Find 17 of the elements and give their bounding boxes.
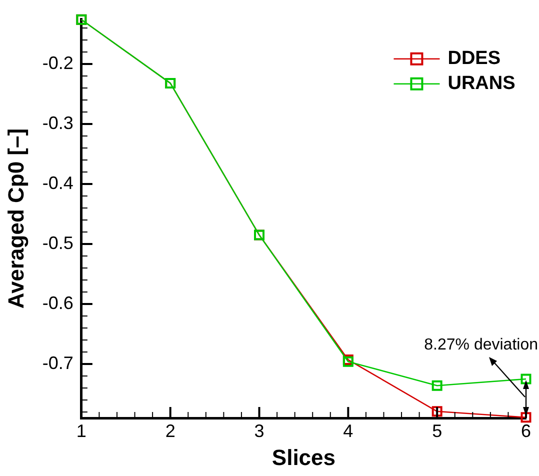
x-tick-label: 2 (165, 420, 176, 441)
x-tick-label: 6 (520, 420, 532, 441)
y-tick-label: -0.6 (42, 292, 74, 313)
x-tick-label: 1 (76, 420, 86, 441)
y-tick-label: -0.5 (42, 232, 74, 253)
legend-label: DDES (448, 48, 501, 70)
y-axis-title: Averaged Cp0 [–] (3, 128, 28, 309)
legend-label: URANS (448, 73, 516, 94)
y-tick-label: -0.2 (42, 52, 74, 73)
x-tick-label: 4 (343, 420, 354, 441)
x-axis-title: Slices (272, 444, 336, 470)
y-tick-label: -0.4 (42, 172, 74, 193)
y-tick-label: -0.7 (42, 352, 74, 373)
x-tick-label: 3 (254, 420, 264, 441)
y-tick-label: -0.3 (42, 112, 74, 133)
annotation: 8.27% deviation (424, 336, 538, 354)
x-tick-label: 5 (432, 420, 442, 441)
